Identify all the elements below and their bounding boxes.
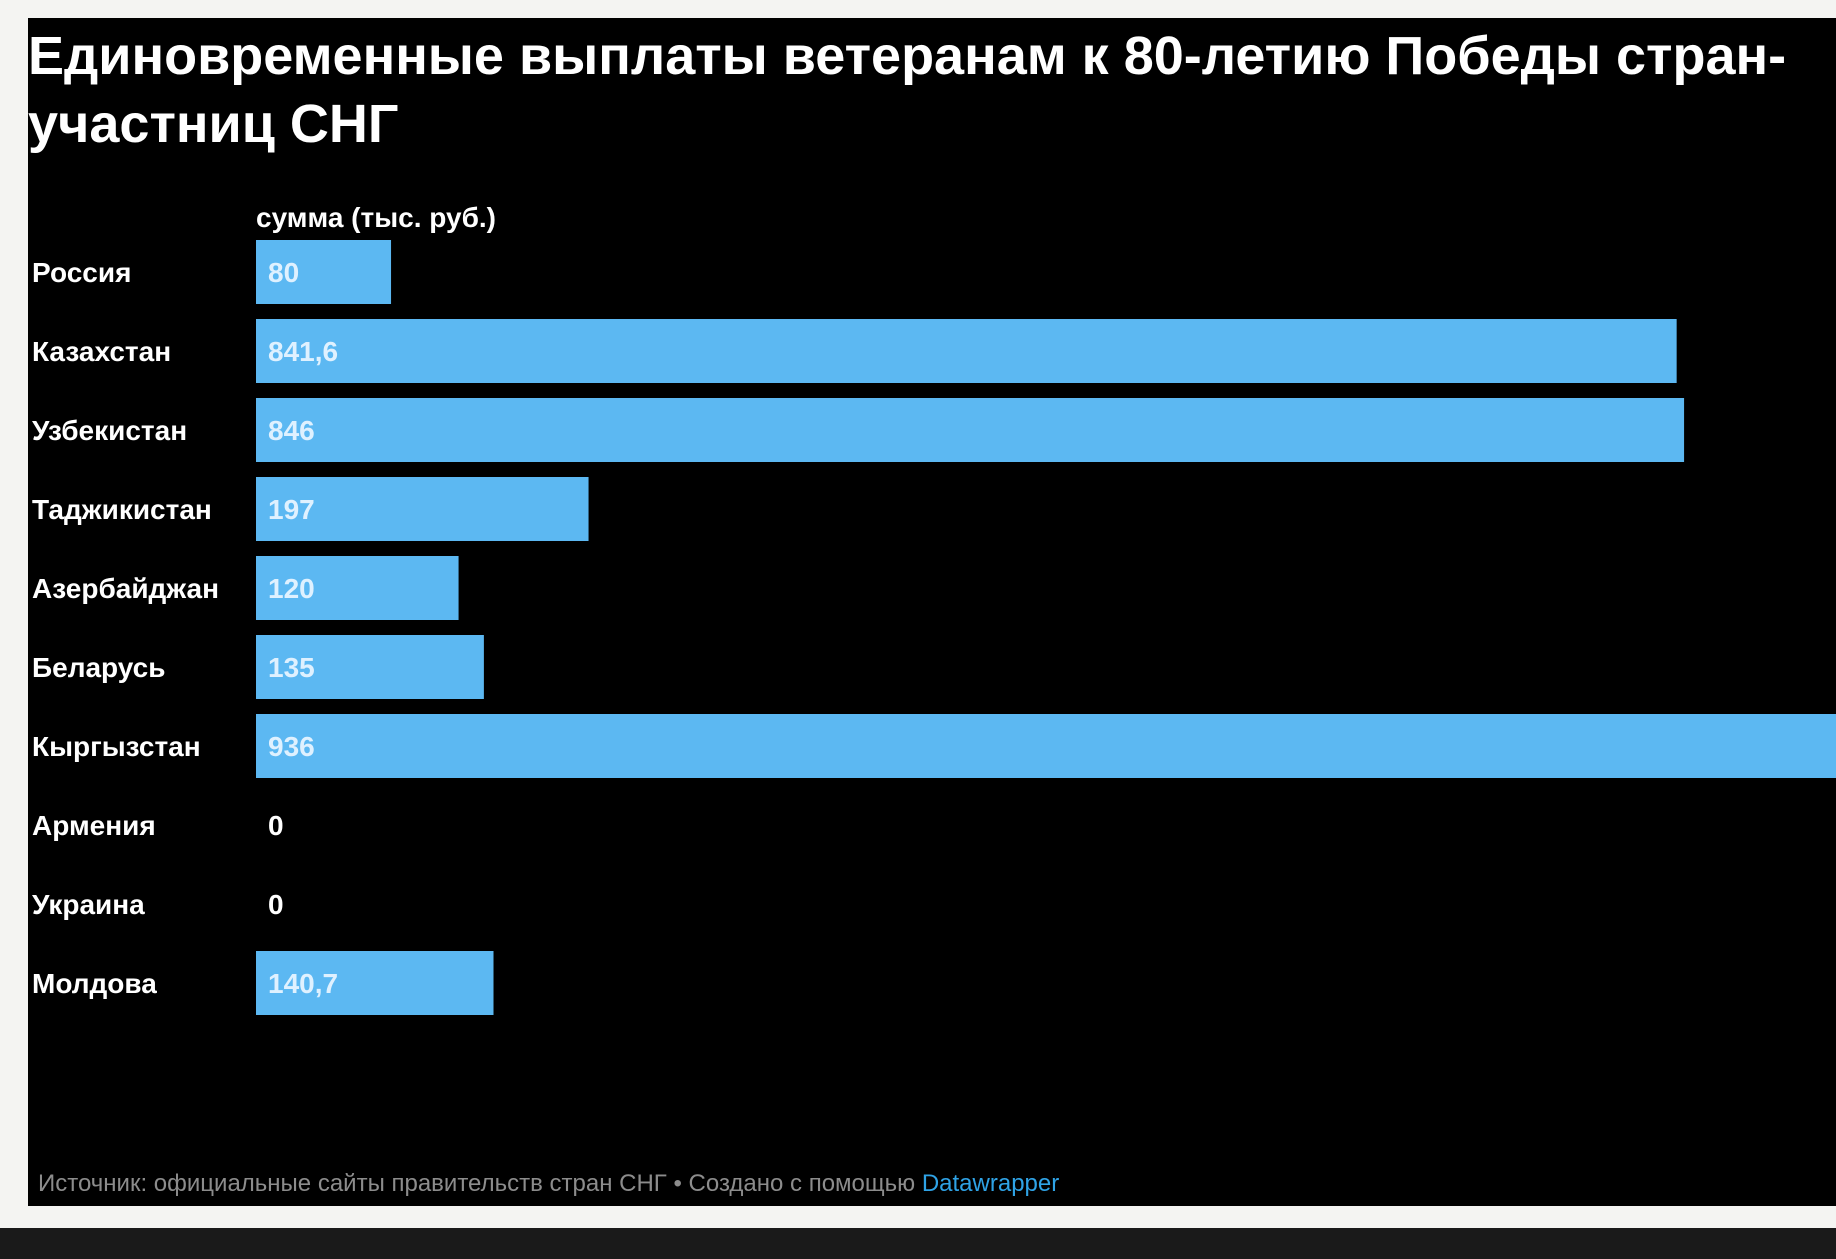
category-label: Армения	[32, 810, 156, 841]
bar-chart: Россия 80 Казахстан 841,6 Узбекистан 846 Таджи…	[32, 240, 1836, 1015]
category-label: Узбекистан	[32, 415, 187, 446]
chart-container: Единовременные выплаты ветеранам к 80-ле…	[28, 18, 1836, 1206]
bar	[256, 477, 589, 541]
bar	[256, 398, 1685, 462]
category-label: Россия	[32, 257, 131, 288]
value-label: 0	[268, 889, 284, 920]
value-label: 846	[268, 415, 315, 446]
category-label: Азербайджан	[32, 573, 219, 604]
category-label: Украина	[32, 889, 145, 920]
footer-source-text: Источник: официальные сайты правительств…	[38, 1170, 922, 1197]
screen-bottom-bezel	[0, 1228, 1836, 1259]
bar	[256, 951, 494, 1015]
bar	[256, 635, 484, 699]
category-label: Кыргызстан	[32, 731, 201, 762]
value-label: 140,7	[268, 968, 338, 999]
chart-footer: Источник: официальные сайты правительств…	[38, 1170, 1059, 1198]
value-label: 841,6	[268, 336, 338, 367]
value-label: 197	[268, 494, 315, 525]
category-label: Беларусь	[32, 652, 165, 683]
bar	[256, 714, 1836, 778]
column-header: сумма (тыс. руб.)	[256, 202, 496, 233]
chart-title: Единовременные выплаты ветеранам к 80-ле…	[28, 26, 1787, 154]
bar	[256, 240, 392, 304]
category-label: Молдова	[32, 968, 157, 999]
value-label: 135	[268, 652, 315, 683]
category-label: Таджикистан	[32, 494, 212, 525]
value-label: 80	[268, 257, 299, 288]
category-label: Казахстан	[32, 336, 171, 367]
value-label: 120	[268, 573, 315, 604]
value-label: 0	[268, 810, 284, 841]
bar	[256, 319, 1677, 383]
datawrapper-link[interactable]: Datawrapper	[921, 1170, 1060, 1197]
value-label: 936	[268, 731, 315, 762]
bar	[256, 556, 459, 620]
